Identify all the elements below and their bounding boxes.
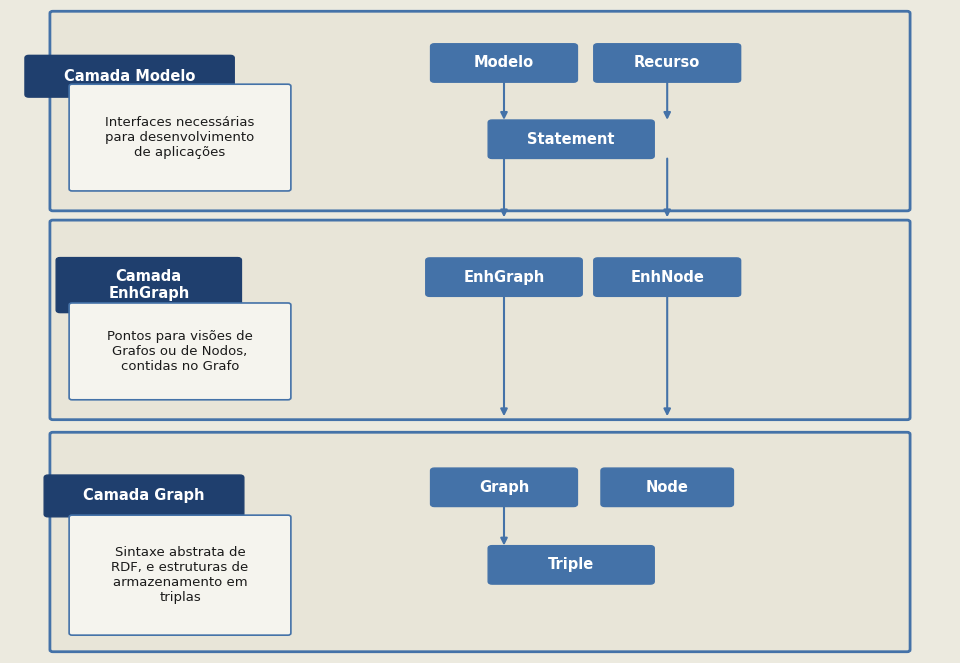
Text: Recurso: Recurso — [634, 56, 701, 70]
FancyBboxPatch shape — [601, 468, 733, 507]
Text: Interfaces necessárias
para desenvolvimento
de aplicações: Interfaces necessárias para desenvolvime… — [106, 116, 254, 159]
FancyBboxPatch shape — [430, 44, 578, 82]
Text: Node: Node — [646, 480, 688, 495]
Text: Camada Graph: Camada Graph — [84, 489, 204, 503]
FancyBboxPatch shape — [69, 515, 291, 635]
Text: Graph: Graph — [479, 480, 529, 495]
Text: Sintaxe abstrata de
RDF, e estruturas de
armazenamento em
triplas: Sintaxe abstrata de RDF, e estruturas de… — [111, 546, 249, 604]
FancyBboxPatch shape — [44, 475, 244, 517]
FancyBboxPatch shape — [430, 468, 578, 507]
FancyBboxPatch shape — [50, 220, 910, 420]
Text: Camada
EnhGraph: Camada EnhGraph — [108, 269, 189, 301]
FancyBboxPatch shape — [593, 44, 741, 82]
FancyBboxPatch shape — [488, 546, 655, 584]
Text: Pontos para visões de
Grafos ou de Nodos,
contidas no Grafo: Pontos para visões de Grafos ou de Nodos… — [108, 330, 252, 373]
FancyBboxPatch shape — [50, 11, 910, 211]
FancyBboxPatch shape — [426, 258, 582, 296]
FancyBboxPatch shape — [50, 432, 910, 652]
Text: EnhGraph: EnhGraph — [464, 270, 544, 284]
FancyBboxPatch shape — [56, 258, 242, 313]
Text: Triple: Triple — [548, 558, 594, 572]
FancyBboxPatch shape — [488, 120, 655, 158]
Text: Modelo: Modelo — [474, 56, 534, 70]
Text: Camada Modelo: Camada Modelo — [64, 69, 195, 84]
FancyBboxPatch shape — [69, 303, 291, 400]
FancyBboxPatch shape — [593, 258, 741, 296]
FancyBboxPatch shape — [69, 84, 291, 191]
Text: Statement: Statement — [527, 132, 615, 147]
Text: EnhNode: EnhNode — [631, 270, 704, 284]
FancyBboxPatch shape — [25, 55, 234, 97]
